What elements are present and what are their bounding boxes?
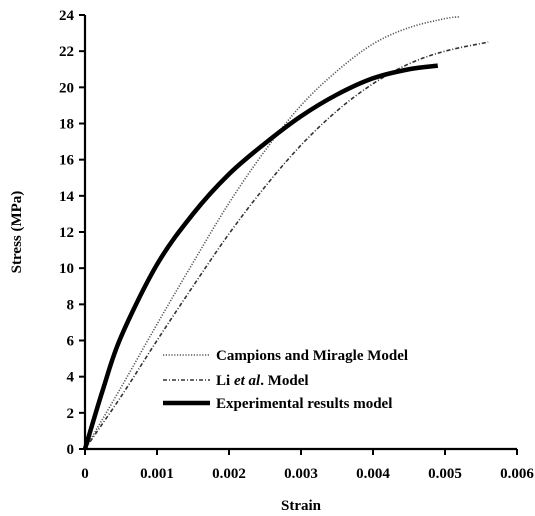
x-tick-label: 0.006	[500, 466, 534, 482]
y-tick-label: 12	[59, 225, 74, 241]
y-tick-label: 4	[67, 370, 75, 386]
y-tick-label: 10	[59, 261, 74, 277]
x-tick-label: 0.005	[428, 466, 462, 482]
y-tick-label: 2	[67, 406, 75, 422]
x-tick-label: 0.004	[356, 466, 390, 482]
x-tick-label: 0.003	[284, 466, 318, 482]
series-line-3	[85, 66, 438, 449]
y-tick-label: 22	[59, 44, 74, 60]
legend-label-3: Experimental results model	[216, 396, 392, 412]
y-tick-label: 20	[59, 80, 74, 96]
y-tick-label: 6	[67, 334, 75, 350]
y-tick-label: 0	[67, 442, 75, 458]
y-tick-label: 16	[59, 153, 75, 169]
y-tick-label: 18	[59, 117, 74, 133]
legend-label-1: Campions and Miragle Model	[216, 348, 408, 364]
legend: Campions and Miragle Model Li et al. Mode…	[163, 348, 408, 412]
y-tick-label: 24	[59, 8, 75, 24]
x-tick-label: 0.001	[140, 466, 174, 482]
legend-label-2: Li et al. Model	[216, 373, 309, 389]
y-axis-title: Stress (MPa)	[9, 191, 25, 274]
y-tick-label: 14	[59, 189, 75, 205]
x-axis-title: Strain	[281, 498, 322, 514]
y-tick-label: 8	[67, 297, 75, 313]
x-tick-label: 0.002	[212, 466, 246, 482]
x-tick-label: 0	[81, 466, 89, 482]
